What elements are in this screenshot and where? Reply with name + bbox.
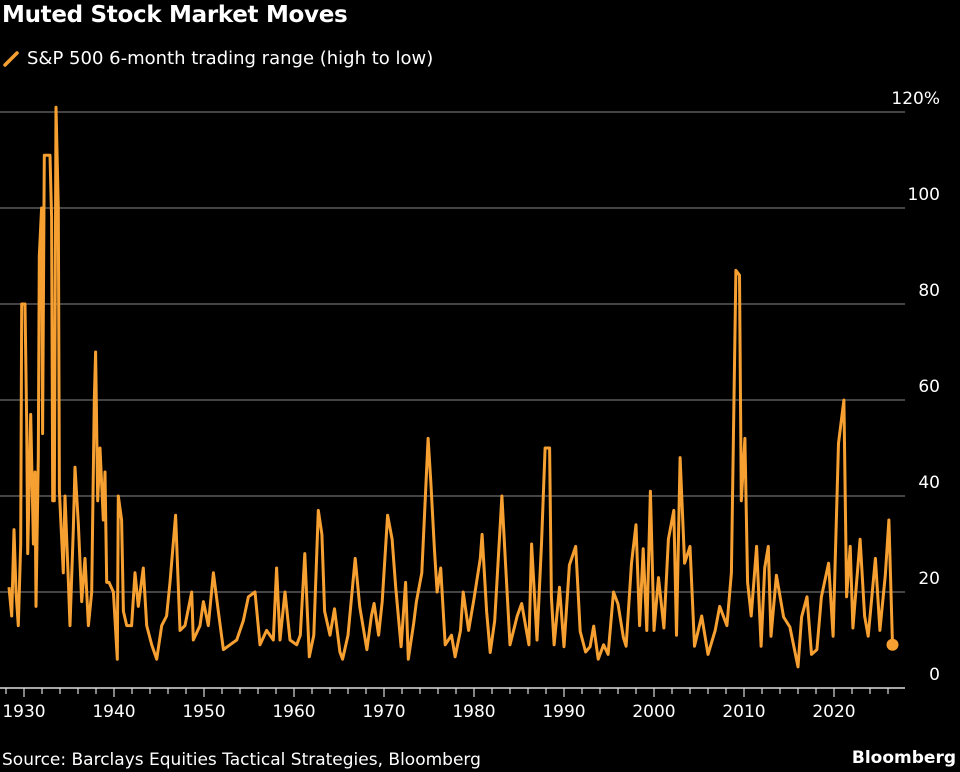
- y-tick-label: 120%: [891, 89, 940, 109]
- x-tick-label: 2000: [632, 702, 675, 722]
- bloomberg-logo: Bloomberg: [851, 748, 956, 768]
- x-tick-label: 1940: [92, 702, 135, 722]
- y-tick-label: 100: [908, 185, 940, 205]
- x-tick-label: 1950: [182, 702, 225, 722]
- chart-title: Muted Stock Market Moves: [2, 2, 348, 28]
- x-tick-label: 1970: [362, 702, 405, 722]
- series-line: [7, 105, 894, 669]
- y-tick-label: 80: [918, 281, 940, 301]
- legend: S&P 500 6-month trading range (high to l…: [3, 48, 433, 69]
- last-value-marker: [886, 638, 899, 651]
- series-layer: [7, 105, 899, 669]
- source-note: Source: Barclays Equities Tactical Strat…: [2, 750, 481, 770]
- x-axis: 1930 1940 1950 1960 1970 1980 1990 2000 2010 2020: [0, 687, 905, 722]
- x-tick-label: 2020: [812, 702, 855, 722]
- x-tick-label: 1930: [2, 702, 45, 722]
- gridlines: [0, 111, 905, 593]
- x-tick-label: 1990: [542, 702, 585, 722]
- legend-swatch-icon: [3, 50, 19, 67]
- y-tick-label: 20: [918, 569, 940, 589]
- y-tick-label: 60: [918, 377, 940, 397]
- y-axis-ticks: 0 20 40 60 80 100 120%: [891, 89, 940, 685]
- x-tick-label: 1960: [272, 702, 315, 722]
- legend-label: S&P 500 6-month trading range (high to l…: [27, 48, 434, 69]
- x-tick-label: 2010: [722, 702, 765, 722]
- y-tick-label: 40: [918, 473, 940, 493]
- x-tick-label: 1980: [452, 702, 495, 722]
- y-tick-label: 0: [929, 665, 940, 685]
